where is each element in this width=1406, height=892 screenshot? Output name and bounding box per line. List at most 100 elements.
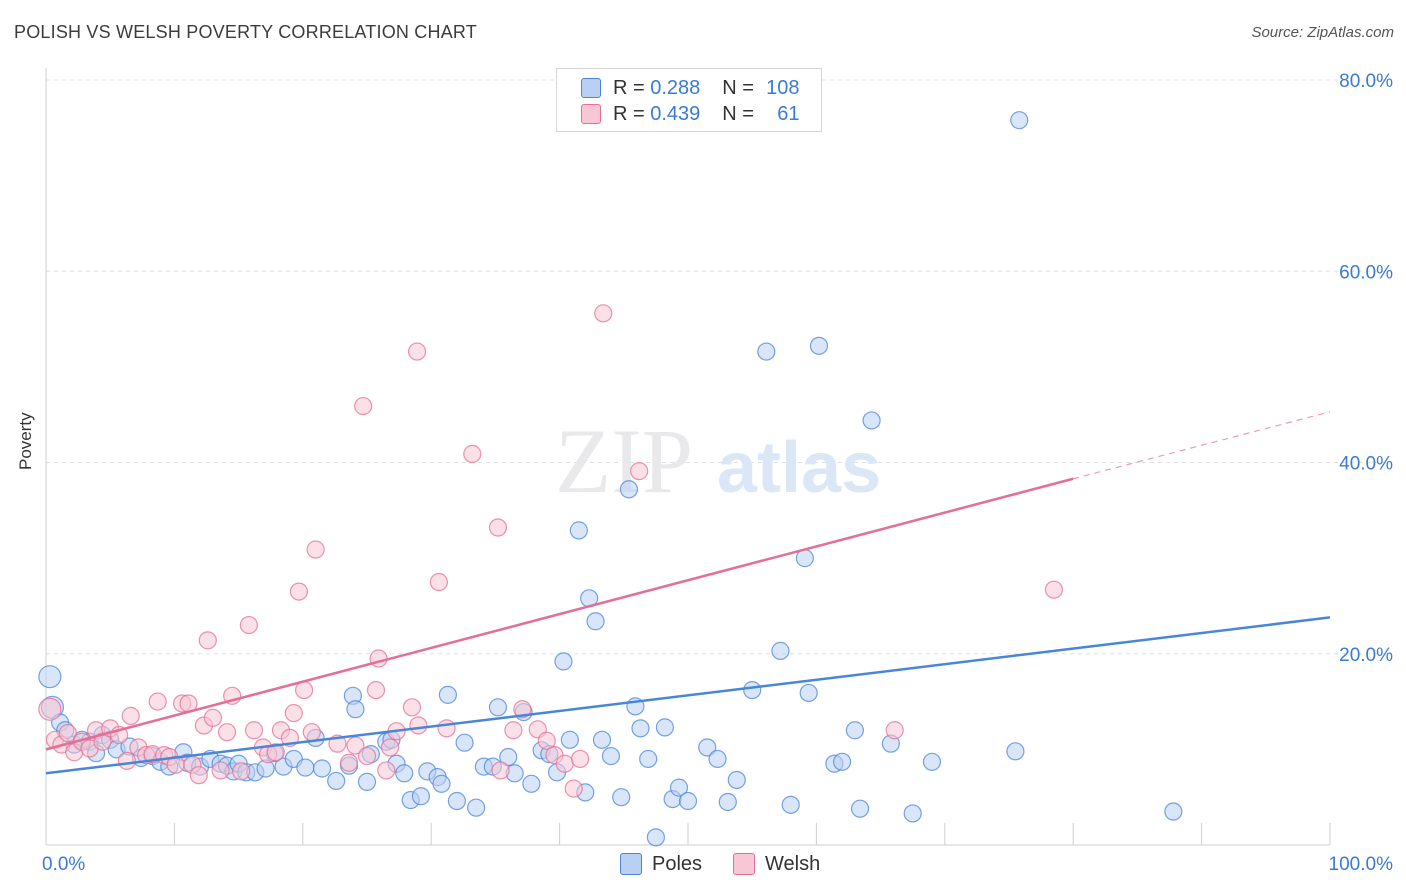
watermark-atlas: atlas <box>717 428 881 508</box>
poles-point <box>447 791 466 811</box>
poles-point <box>743 680 762 700</box>
welsh-point <box>121 706 140 726</box>
poles-point <box>38 665 62 689</box>
poles-point <box>845 721 865 740</box>
welsh-point <box>339 753 359 772</box>
welsh-point <box>211 761 230 780</box>
legend-row-poles: R = 0.288 N = 108 <box>581 76 800 100</box>
poles-point <box>862 411 881 430</box>
poles-point <box>922 752 942 771</box>
tick-labels: 20.0% 40.0% 60.0% 80.0% 0.0% 100.0% <box>42 71 1393 875</box>
correlation-legend: R = 0.288 N = 108 R = 0.439 N = 61 <box>556 68 822 132</box>
welsh-point <box>366 680 386 700</box>
welsh-point <box>198 631 217 650</box>
welsh-point <box>409 716 428 735</box>
poles-point <box>438 685 457 704</box>
poles-point <box>1010 111 1029 130</box>
welsh-point <box>429 572 449 592</box>
welsh-point <box>38 697 62 721</box>
legend-r-label: R = <box>613 102 645 125</box>
poles-point <box>455 733 474 752</box>
welsh-point <box>302 723 321 742</box>
legend-r-value: 0.288 <box>650 76 701 99</box>
welsh-point <box>148 692 167 711</box>
poles-point <box>718 792 737 812</box>
poles-point <box>639 749 658 769</box>
welsh-point <box>491 761 510 780</box>
axes <box>45 68 1331 846</box>
legend-swatch-poles <box>581 78 601 98</box>
welsh-point <box>571 749 590 769</box>
poles-point <box>554 652 573 671</box>
welsh-point <box>555 754 574 773</box>
welsh-point <box>346 736 365 755</box>
poles-point <box>655 718 674 737</box>
poles-point <box>357 772 377 791</box>
welsh-point <box>357 746 377 766</box>
welsh-trend-line <box>45 477 1074 751</box>
welsh-point <box>630 462 649 481</box>
welsh-point <box>504 721 523 740</box>
poles-point <box>727 770 746 790</box>
poles-point <box>850 799 870 818</box>
poles-point <box>432 774 451 793</box>
y-tick-label: 40.0% <box>1339 454 1393 475</box>
welsh-point <box>564 779 583 798</box>
welsh-point <box>58 724 77 743</box>
welsh-point <box>513 700 532 719</box>
bottom-legend-label-welsh: Welsh <box>765 852 821 875</box>
legend-r-label: R = <box>613 76 645 99</box>
poles-point <box>903 804 922 823</box>
welsh-point <box>537 731 556 750</box>
grid-lines <box>46 79 1392 655</box>
y-tick-label: 20.0% <box>1339 645 1393 666</box>
poles-point <box>698 738 717 757</box>
welsh-point <box>377 761 396 780</box>
legend-n-value: 108 <box>766 76 800 99</box>
welsh-point <box>437 719 456 738</box>
welsh-point <box>885 721 904 740</box>
data-points <box>38 111 1183 847</box>
poles-point <box>296 758 315 777</box>
welsh-trend-extension <box>1073 411 1331 480</box>
legend-n-label: N = <box>722 76 754 99</box>
poles-point <box>832 752 852 771</box>
source-label: Source: ZipAtlas.com <box>1251 24 1394 41</box>
poles-point <box>569 521 588 540</box>
poles-point <box>757 342 776 361</box>
welsh-point <box>232 762 251 781</box>
welsh-point <box>354 396 373 416</box>
poles-point <box>612 788 631 807</box>
bottom-legend-poles: Poles <box>620 852 702 876</box>
poles-point <box>1006 742 1025 761</box>
welsh-point <box>284 703 303 723</box>
poles-point <box>312 759 332 778</box>
y-tick-label: 60.0% <box>1339 262 1393 283</box>
poles-point <box>708 749 727 769</box>
poles-point <box>592 730 612 749</box>
poles-point <box>499 747 518 767</box>
poles-point <box>488 698 508 717</box>
trend-lines <box>45 411 1331 775</box>
bottom-legend-label-poles: Poles <box>652 852 703 875</box>
welsh-point <box>402 698 422 717</box>
bottom-legend-swatch-poles <box>620 853 642 875</box>
legend-n-value: 61 <box>777 102 800 125</box>
y-tick-label: 80.0% <box>1339 71 1393 92</box>
chart-title: POLISH VS WELSH POVERTY CORRELATION CHAR… <box>14 22 477 42</box>
poles-point <box>781 795 800 814</box>
poles-point <box>346 700 365 719</box>
poles-point <box>586 612 605 631</box>
welsh-point <box>239 615 258 635</box>
poles-point <box>619 480 639 499</box>
welsh-point <box>117 751 136 770</box>
poles-point <box>522 774 541 793</box>
bottom-legend-swatch-welsh <box>733 853 755 875</box>
welsh-point <box>244 721 264 740</box>
poles-point <box>799 683 818 703</box>
welsh-point <box>488 518 508 537</box>
x-tick-label-min: 0.0% <box>42 854 85 875</box>
poles-point <box>560 730 579 749</box>
legend-r-value: 0.439 <box>650 102 701 125</box>
welsh-point <box>306 540 325 559</box>
